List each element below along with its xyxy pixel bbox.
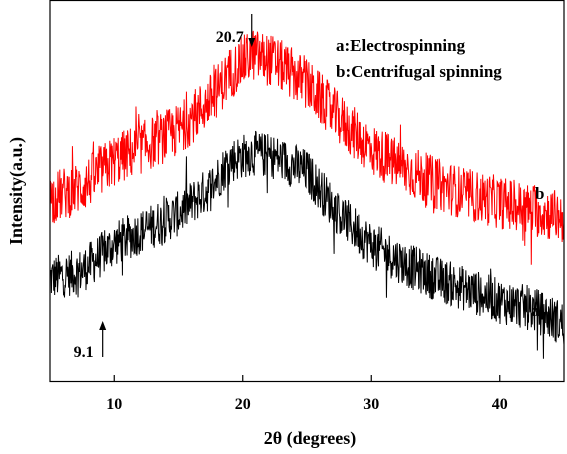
series-line-b: [49, 30, 565, 265]
annotation-label: 9.1: [74, 344, 94, 361]
x-tick-label-30: 30: [363, 396, 379, 413]
annotation-20-7: 20.7: [216, 14, 256, 47]
legend-entry-a: a:Electrospinning: [336, 36, 466, 55]
y-axis-label: Intensity(a.u.): [6, 137, 27, 245]
legend-entry-b: b:Centrifugal spinning: [336, 62, 502, 81]
annotations: 20.7 9.1: [74, 14, 256, 361]
x-tick-label-10: 10: [106, 396, 122, 413]
plot-frame: [49, 0, 565, 383]
annotation-label: 20.7: [216, 29, 244, 46]
series-label-a: a: [531, 301, 540, 320]
x-tick-label-20: 20: [235, 396, 251, 413]
series-line-a: [49, 130, 565, 359]
annotation-arrow-head: [99, 321, 107, 330]
series-label-b: b: [535, 184, 544, 203]
x-tick-label-40: 40: [492, 396, 508, 413]
series-layer: [49, 30, 565, 359]
annotation-arrow-head: [248, 38, 256, 47]
x-axis-label: 2θ (degrees): [264, 428, 357, 449]
x-ticks: 10 20 30 40: [106, 375, 508, 413]
annotation-9-1: 9.1: [74, 321, 107, 361]
